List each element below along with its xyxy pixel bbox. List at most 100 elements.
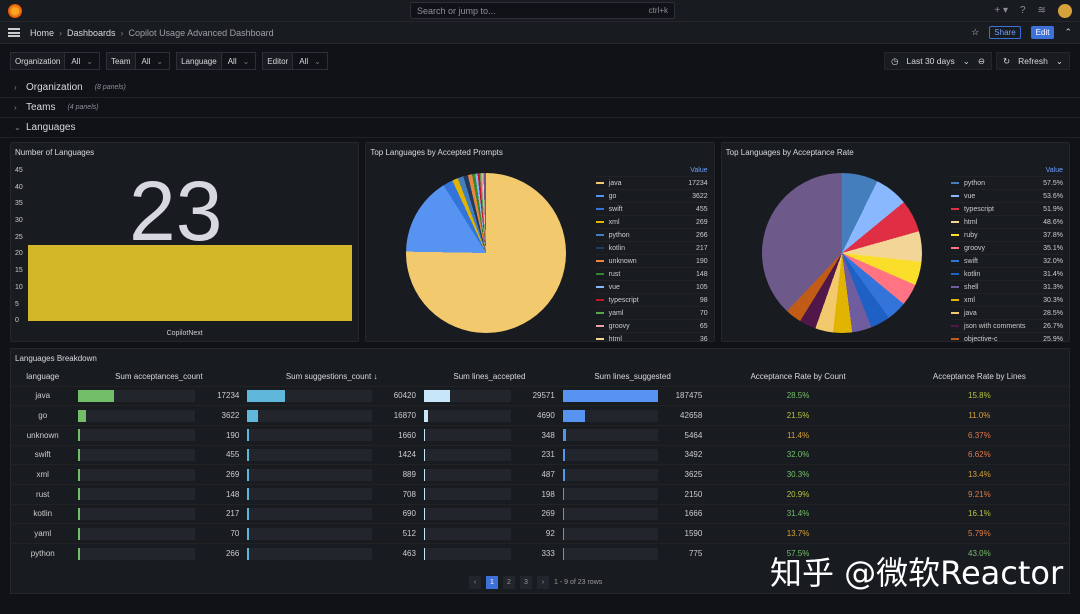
legend-swatch xyxy=(950,247,959,249)
var-organization[interactable]: Organization All ⌄ xyxy=(10,52,100,70)
var-editor[interactable]: Editor All ⌄ xyxy=(262,52,328,70)
legend-item[interactable]: html 48.6% xyxy=(950,215,1063,228)
share-button[interactable]: Share xyxy=(989,26,1021,39)
legend-item[interactable]: swift 455 xyxy=(595,202,708,215)
zoom-out-icon[interactable]: ⊖ xyxy=(977,55,985,66)
legend-label: java xyxy=(963,309,977,317)
legend-item[interactable]: typescript 51.9% xyxy=(950,202,1063,215)
add-button[interactable]: + ▾ xyxy=(994,5,1009,16)
page-3[interactable]: 3 xyxy=(520,576,532,589)
edit-button[interactable]: Edit xyxy=(1030,26,1055,39)
pie-chart[interactable] xyxy=(406,173,567,333)
cell-bar: 217 xyxy=(74,503,244,524)
legend-item[interactable]: python 57.5% xyxy=(950,176,1063,189)
legend-item[interactable]: groovy 35.1% xyxy=(950,241,1063,254)
var-value: All xyxy=(299,56,309,66)
legend-item[interactable]: xml 269 xyxy=(595,215,708,228)
refresh-icon: ↻ xyxy=(1002,55,1011,66)
cell-language: go xyxy=(11,405,75,426)
legend-swatch xyxy=(595,221,604,223)
legend-label: ruby xyxy=(963,231,978,239)
legend-item[interactable]: python 266 xyxy=(595,228,708,241)
refresh-button[interactable]: ↻ Refresh ⌄ xyxy=(995,52,1070,70)
panel-number-of-languages[interactable]: Number of Languages 45 40 35 30 25 20 15 10 5 0 2… xyxy=(10,142,360,342)
cell-rate-lines: 6.62% xyxy=(889,444,1069,465)
cell-bar: 487 xyxy=(419,464,559,485)
legend-item[interactable]: typescript 98 xyxy=(595,293,708,306)
cell-bar: 348 xyxy=(419,424,559,446)
search-input[interactable]: Search or jump to... ctrl+k xyxy=(410,2,675,19)
breadcrumb-home[interactable]: Home xyxy=(30,27,55,38)
legend-item[interactable]: swift 32.0% xyxy=(950,254,1063,267)
breadcrumb-dashboards[interactable]: Dashboards xyxy=(67,27,116,38)
legend-item[interactable]: vue 53.6% xyxy=(950,189,1063,202)
legend-item[interactable]: java 28.5% xyxy=(950,306,1063,319)
legend-item[interactable]: json with comments 26.7% xyxy=(950,319,1063,332)
star-icon[interactable]: ☆ xyxy=(971,27,980,37)
legend-item[interactable]: unknown 190 xyxy=(595,254,708,267)
legend-item[interactable]: rust 148 xyxy=(595,267,708,280)
column-header[interactable]: Sum lines_suggested xyxy=(594,372,671,382)
legend-label: objective-c xyxy=(963,335,998,343)
panel-languages-breakdown[interactable]: Languages Breakdown language Sum acceptan… xyxy=(10,348,1070,594)
var-value: All xyxy=(71,56,81,66)
legend-item[interactable]: objective-c 25.9% xyxy=(950,332,1063,345)
panel-acceptance-rate[interactable]: Top Languages by Acceptance Rate Value py… xyxy=(720,142,1070,345)
row-organization[interactable]: › Organization (8 panels) xyxy=(0,78,1080,98)
watermark: 知乎 @微软Reactor xyxy=(770,554,1064,592)
var-label: Organization xyxy=(11,53,66,69)
column-header[interactable]: Sum acceptances_count xyxy=(115,372,203,382)
cell-bar: 198 xyxy=(419,483,559,505)
legend-value: 37.8% xyxy=(1043,231,1063,239)
legend-value: 35.1% xyxy=(1043,244,1063,252)
var-language[interactable]: Language All ⌄ xyxy=(176,52,257,70)
legend-item[interactable]: vue 105 xyxy=(595,280,708,293)
row-teams[interactable]: › Teams (4 panels) xyxy=(0,98,1080,118)
cell-bar: 1424 xyxy=(243,444,420,465)
legend-swatch xyxy=(950,325,959,327)
legend-item[interactable]: go 3622 xyxy=(595,189,708,202)
legend-value: 455 xyxy=(695,205,708,213)
cell-language: java xyxy=(11,385,75,406)
prev-page-button[interactable]: ‹ xyxy=(469,576,481,589)
row-title: Organization xyxy=(26,82,83,93)
legend-item[interactable]: groovy 65 xyxy=(595,319,708,332)
column-header[interactable]: Acceptance Rate by Lines xyxy=(932,372,1026,382)
help-icon[interactable]: ? xyxy=(1020,5,1026,16)
legend-item[interactable]: java 17234 xyxy=(595,176,708,189)
next-page-button[interactable]: › xyxy=(537,576,549,589)
legend-value: 217 xyxy=(695,244,708,252)
grafana-logo-icon[interactable] xyxy=(8,3,22,18)
cell-bar: 4690 xyxy=(419,405,559,426)
legend-item[interactable]: shell 31.3% xyxy=(950,280,1063,293)
collapse-icon[interactable]: ⌃ xyxy=(1064,27,1072,37)
menu-icon[interactable] xyxy=(8,28,20,37)
legend-item[interactable]: xml 30.3% xyxy=(950,293,1063,306)
legend-value: 26.7% xyxy=(1043,322,1063,330)
panel-accepted-prompts[interactable]: Top Languages by Accepted Prompts Value j… xyxy=(365,142,715,345)
table-row: go 3622 16870 4690 42658 21.5% 11.0% xyxy=(11,405,1069,426)
legend-item[interactable]: html 36 xyxy=(595,332,708,345)
legend-item[interactable]: kotlin 31.4% xyxy=(950,267,1063,280)
column-header[interactable]: Sum lines_accepted xyxy=(453,372,526,382)
legend-item[interactable]: kotlin 217 xyxy=(595,241,708,254)
news-icon[interactable]: ≋ xyxy=(1037,5,1046,16)
cell-rate-count: 20.9% xyxy=(706,483,890,505)
row-count: (8 panels) xyxy=(94,84,126,91)
pie-chart[interactable] xyxy=(761,173,922,333)
legend-item[interactable]: yaml 70 xyxy=(595,306,708,319)
column-header[interactable]: language xyxy=(26,372,60,382)
page-1[interactable]: 1 xyxy=(486,576,498,589)
row-languages[interactable]: ⌄ Languages xyxy=(0,118,1080,138)
page-2[interactable]: 2 xyxy=(503,576,515,589)
time-picker[interactable]: ◷ Last 30 days ⌄ ⊖ xyxy=(884,52,992,70)
cell-bar: 1666 xyxy=(558,503,707,524)
column-header[interactable]: Sum suggestions_count ↓ xyxy=(285,372,378,382)
legend-value: 269 xyxy=(695,218,708,226)
column-header[interactable]: Acceptance Rate by Count xyxy=(750,372,846,382)
chevron-down-icon[interactable]: ⌄ xyxy=(1055,55,1063,66)
legend-swatch xyxy=(950,208,959,210)
avatar[interactable] xyxy=(1058,3,1072,18)
legend-item[interactable]: ruby 37.8% xyxy=(950,228,1063,241)
var-team[interactable]: Team All ⌄ xyxy=(105,52,171,70)
